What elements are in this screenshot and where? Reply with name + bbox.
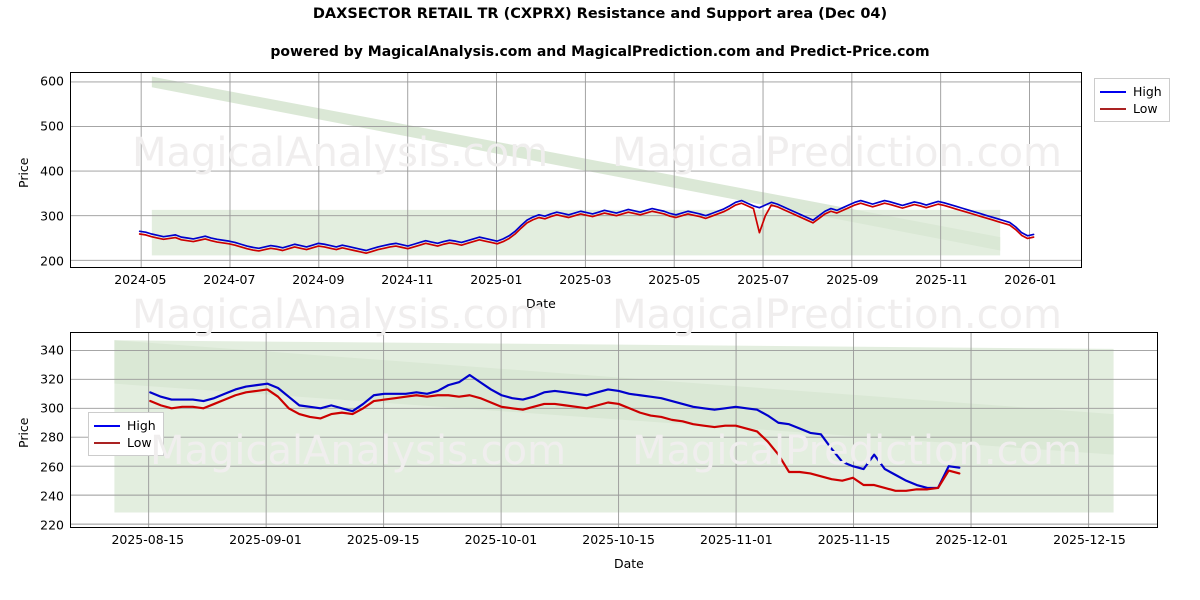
legend-row-low: Low <box>94 434 156 451</box>
legend-label-high: High <box>127 418 156 433</box>
legend-row-low: Low <box>1100 100 1162 117</box>
top-y-axis-label: Price <box>16 157 31 189</box>
y-tick-label: 300 <box>40 208 64 224</box>
x-tick-label: 2025-11-01 <box>700 532 773 547</box>
x-tick-label: 2025-07 <box>737 272 790 287</box>
x-tick-label: 2025-11 <box>915 272 968 287</box>
x-tick-label: 2025-09 <box>826 272 879 287</box>
top-x-axis-ticks: 2024-05 2024-07 2024-09 2024-11 2025-01 2025-… <box>70 272 1082 290</box>
top-x-axis-label: Date <box>526 296 556 311</box>
page-subtitle: powered by MagicalAnalysis.com and Magic… <box>270 44 930 60</box>
support-resistance-band <box>151 76 1001 251</box>
series-line-low <box>138 202 1035 255</box>
x-tick-label: 2024-07 <box>203 272 256 287</box>
page-title: DAXSECTOR RETAIL TR (CXPRX) Resistance a… <box>312 6 888 22</box>
legend-row-high: High <box>1100 83 1162 100</box>
series-line-low <box>149 388 961 492</box>
x-tick-label: 2025-11-15 <box>817 532 891 547</box>
x-tick-label: 2026-01 <box>1004 272 1057 287</box>
bottom-y-axis-label: Price <box>16 417 31 449</box>
y-tick-label: 400 <box>40 163 64 179</box>
support-resistance-band <box>151 209 1001 256</box>
y-tick-label: 500 <box>40 118 64 134</box>
y-tick-label: 280 <box>40 429 64 445</box>
y-tick-label: 340 <box>40 342 64 358</box>
x-tick-label: 2025-03 <box>559 272 612 287</box>
support-resistance-band <box>114 340 1114 513</box>
bottom-y-axis-ticks: 220 240 260 280 300 320 340 <box>10 332 64 533</box>
y-tick-label: 240 <box>40 488 64 504</box>
top-chart-svg <box>71 73 1081 267</box>
x-tick-label: 2025-08-15 <box>111 532 185 547</box>
bottom-plot-area <box>70 332 1158 528</box>
series-line-high <box>138 199 1035 252</box>
top-chart-panel <box>70 72 1082 268</box>
series-line-high <box>149 373 961 490</box>
x-tick-label: 2025-10-01 <box>464 532 538 547</box>
legend-swatch-low <box>94 441 120 444</box>
legend-row-high: High <box>94 417 156 434</box>
x-tick-label: 2025-01 <box>470 272 523 287</box>
legend-label-high: High <box>1133 84 1162 99</box>
x-tick-label: 2025-09-15 <box>346 532 420 547</box>
y-tick-label: 300 <box>40 400 64 416</box>
bottom-x-axis-ticks: 2025-08-15 2025-09-01 2025-09-15 2025-10-01… <box>70 532 1158 550</box>
x-tick-label: 2024-05 <box>114 272 167 287</box>
bottom-x-axis-label: Date <box>614 556 644 571</box>
x-tick-label: 2024-09 <box>292 272 345 287</box>
legend-swatch-high <box>1100 90 1126 93</box>
top-plot-area <box>70 72 1082 268</box>
bottom-chart-panel <box>70 332 1158 528</box>
x-tick-label: 2025-12-01 <box>935 532 1009 547</box>
legend-swatch-high <box>94 424 120 427</box>
x-tick-label: 2025-09-01 <box>229 532 302 547</box>
x-tick-label: 2024-11 <box>381 272 434 287</box>
top-y-axis-ticks: 200 300 400 500 600 <box>10 72 64 269</box>
y-tick-label: 200 <box>40 253 64 269</box>
top-chart-legend: High Low <box>1094 78 1170 122</box>
bottom-chart-svg <box>71 333 1157 527</box>
x-tick-label: 2025-12-15 <box>1053 532 1126 547</box>
x-tick-label: 2025-05 <box>648 272 701 287</box>
legend-label-low: Low <box>127 435 152 450</box>
y-tick-label: 320 <box>40 371 64 387</box>
legend-label-low: Low <box>1133 101 1158 116</box>
y-tick-label: 600 <box>40 73 64 89</box>
legend-swatch-low <box>1100 107 1126 110</box>
bottom-chart-legend: High Low <box>88 412 164 456</box>
y-tick-label: 260 <box>40 459 64 475</box>
y-tick-label: 220 <box>40 517 64 533</box>
x-tick-label: 2025-10-15 <box>582 532 655 547</box>
